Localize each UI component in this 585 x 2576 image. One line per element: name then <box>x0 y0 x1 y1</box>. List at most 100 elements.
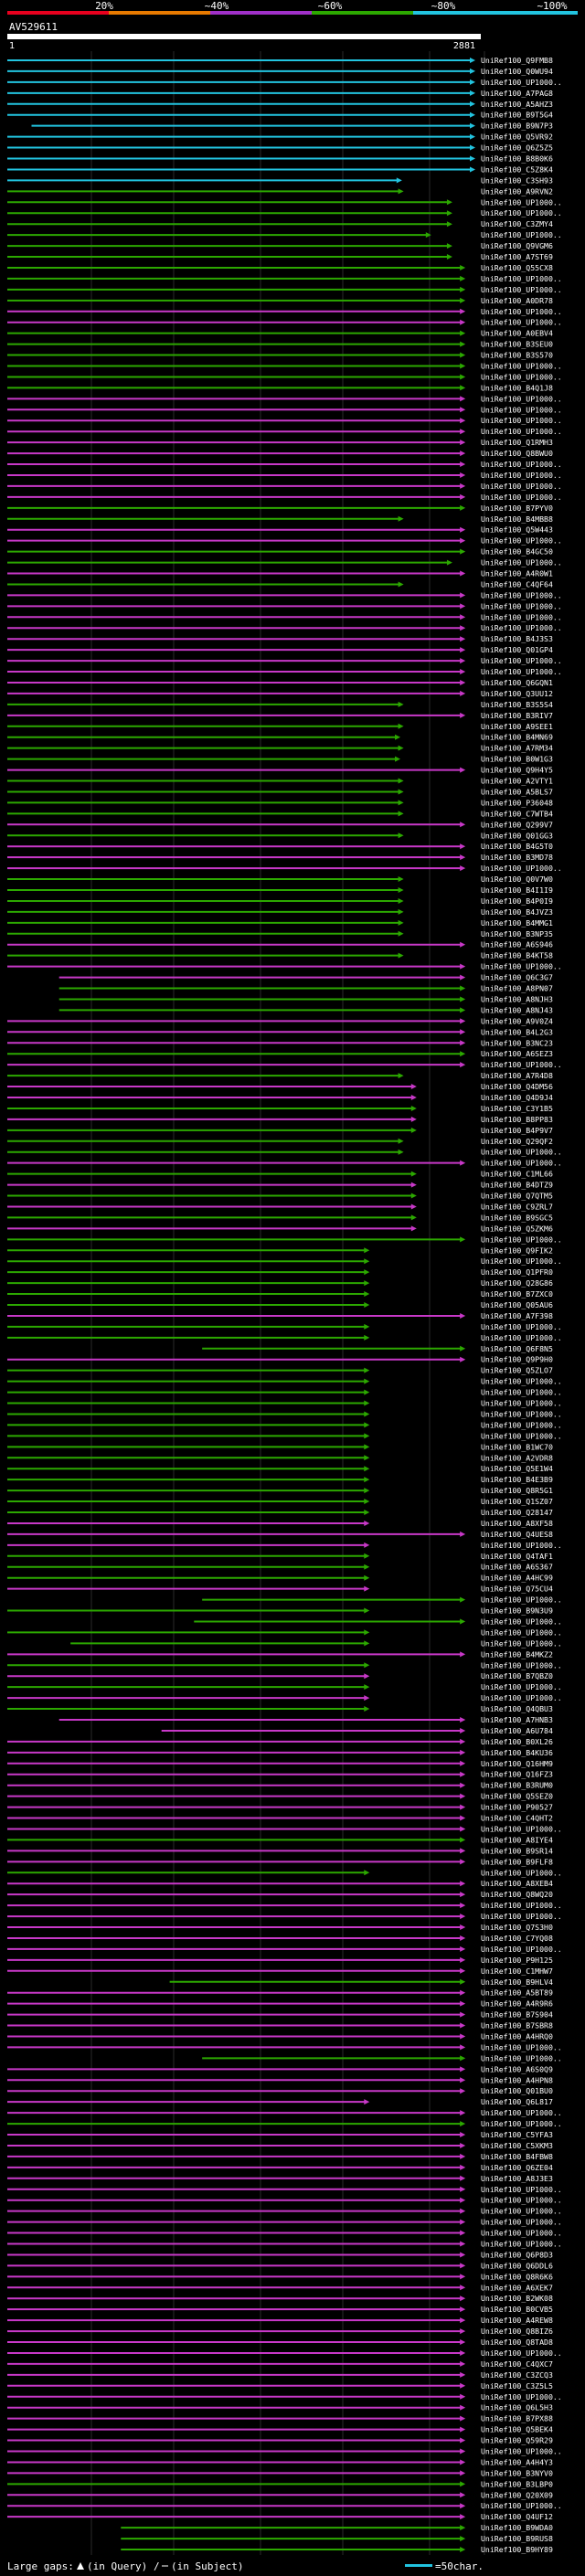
hit-label[interactable]: UniRef100_A7HNB3 <box>481 1715 553 1724</box>
hit-label[interactable]: UniRef100_Q6L817 <box>481 2097 553 2106</box>
hit-label[interactable]: UniRef100_UP1000.. <box>481 2207 562 2216</box>
hit-label[interactable]: UniRef100_UP1000.. <box>481 2196 562 2205</box>
hit-label[interactable]: UniRef100_UP1000.. <box>481 2108 562 2117</box>
hit-label[interactable]: UniRef100_A2VDR8 <box>481 1453 553 1462</box>
hit-label[interactable]: UniRef100_A9V0Z4 <box>481 1016 553 1025</box>
hit-label[interactable]: UniRef100_B4DTZ9 <box>481 1181 553 1190</box>
hit-label[interactable]: UniRef100_Q5E1W4 <box>481 1464 553 1473</box>
hit-label[interactable]: UniRef100_A8NJ43 <box>481 1005 553 1014</box>
hit-label[interactable]: UniRef100_Q299V7 <box>481 820 553 829</box>
hit-label[interactable]: UniRef100_A6SEZ3 <box>481 1049 553 1058</box>
hit-label[interactable]: UniRef100_Q0WU94 <box>481 67 553 76</box>
hit-label[interactable]: UniRef100_B3MD78 <box>481 853 553 862</box>
hit-label[interactable]: UniRef100_UP1000.. <box>481 2392 562 2401</box>
hit-label[interactable]: UniRef100_UP1000.. <box>481 612 562 621</box>
hit-label[interactable]: UniRef100_P90527 <box>481 1803 553 1812</box>
hit-label[interactable]: UniRef100_UP1000.. <box>481 536 562 546</box>
hit-label[interactable]: UniRef100_UP1000.. <box>481 1235 562 1244</box>
hit-label[interactable]: UniRef100_Q75CU4 <box>481 1585 553 1594</box>
hit-label[interactable]: UniRef100_UP1000.. <box>481 2229 562 2238</box>
hit-label[interactable]: UniRef100_UP1000.. <box>481 1824 562 1833</box>
hit-label[interactable]: UniRef100_Q6L5H3 <box>481 2403 553 2412</box>
hit-label[interactable]: UniRef100_C7WTB4 <box>481 809 553 818</box>
hit-label[interactable]: UniRef100_C3Y1B5 <box>481 1104 553 1113</box>
hit-label[interactable]: UniRef100_B9SR14 <box>481 1846 553 1855</box>
hit-label[interactable]: UniRef100_B4MBB8 <box>481 514 553 524</box>
hit-label[interactable]: UniRef100_B9FLF8 <box>481 1857 553 1866</box>
hit-label[interactable]: UniRef100_B8B0K6 <box>481 154 553 164</box>
hit-label[interactable]: UniRef100_P36048 <box>481 798 553 807</box>
hit-label[interactable]: UniRef100_B4JVZ3 <box>481 907 553 917</box>
hit-label[interactable]: UniRef100_Q6F8N5 <box>481 1344 553 1353</box>
hit-label[interactable]: UniRef100_B3NC23 <box>481 1038 553 1047</box>
hit-label[interactable]: UniRef100_UP1000.. <box>481 1617 562 1626</box>
hit-label[interactable]: UniRef100_B8PP83 <box>481 1115 553 1124</box>
hit-label[interactable]: UniRef100_Q4DM56 <box>481 1082 553 1091</box>
hit-label[interactable]: UniRef100_A8NJH3 <box>481 994 553 1003</box>
hit-label[interactable]: UniRef100_B3S570 <box>481 351 553 360</box>
hit-label[interactable]: UniRef100_Q9FIK2 <box>481 1246 553 1255</box>
hit-label[interactable]: UniRef100_Q05AU6 <box>481 1300 553 1309</box>
hit-label[interactable]: UniRef100_Q29QF2 <box>481 1137 553 1146</box>
hit-label[interactable]: UniRef100_P9H125 <box>481 1956 553 1965</box>
hit-label[interactable]: UniRef100_UP1000.. <box>481 493 562 502</box>
hit-label[interactable]: UniRef100_B4MN69 <box>481 733 553 742</box>
hit-label[interactable]: UniRef100_UP1000.. <box>481 601 562 610</box>
hit-label[interactable]: UniRef100_A0DR78 <box>481 296 553 305</box>
hit-label[interactable]: UniRef100_A0EBV4 <box>481 329 553 338</box>
hit-label[interactable]: UniRef100_Q1RMH3 <box>481 438 553 447</box>
hit-label[interactable]: UniRef100_A2VTY1 <box>481 777 553 786</box>
hit-label[interactable]: UniRef100_Q01GP4 <box>481 645 553 654</box>
hit-label[interactable]: UniRef100_UP1000.. <box>481 78 562 87</box>
hit-label[interactable]: UniRef100_UP1000.. <box>481 962 562 971</box>
hit-label[interactable]: UniRef100_B3RIV7 <box>481 711 553 720</box>
hit-label[interactable]: UniRef100_UP1000.. <box>481 2218 562 2227</box>
hit-label[interactable]: UniRef100_UP1000.. <box>481 2501 562 2510</box>
hit-label[interactable]: UniRef100_B4GC50 <box>481 547 553 557</box>
hit-label[interactable]: UniRef100_Q6C3G7 <box>481 973 553 982</box>
hit-label[interactable]: UniRef100_UP1000.. <box>481 1638 562 1648</box>
hit-label[interactable]: UniRef100_B7SBR8 <box>481 2021 553 2030</box>
hit-label[interactable]: UniRef100_C5Z8K4 <box>481 164 553 174</box>
hit-label[interactable]: UniRef100_A7PAG8 <box>481 89 553 98</box>
hit-label[interactable]: UniRef100_UP1000.. <box>481 2446 562 2455</box>
hit-label[interactable]: UniRef100_UP1000.. <box>481 2239 562 2248</box>
hit-label[interactable]: UniRef100_UP1000.. <box>481 656 562 665</box>
hit-label[interactable]: UniRef100_B9T5G4 <box>481 111 553 120</box>
hit-label[interactable]: UniRef100_UP1000.. <box>481 2042 562 2051</box>
hit-label[interactable]: UniRef100_Q0V7W0 <box>481 875 553 884</box>
hit-label[interactable]: UniRef100_UP1000.. <box>481 1409 562 1418</box>
hit-label[interactable]: UniRef100_A9SEE1 <box>481 722 553 731</box>
hit-label[interactable]: UniRef100_Q5W443 <box>481 525 553 535</box>
hit-label[interactable]: UniRef100_UP1000.. <box>481 427 562 436</box>
hit-label[interactable]: UniRef100_A8IYE4 <box>481 1835 553 1844</box>
hit-label[interactable]: UniRef100_B4J3S3 <box>481 634 553 643</box>
hit-label[interactable]: UniRef100_A4H4Y3 <box>481 2457 553 2466</box>
hit-label[interactable]: UniRef100_Q5ZLO7 <box>481 1366 553 1375</box>
hit-label[interactable]: UniRef100_B0XL26 <box>481 1737 553 1746</box>
hit-label[interactable]: UniRef100_Q4TAF1 <box>481 1552 553 1561</box>
hit-label[interactable]: UniRef100_A8XF58 <box>481 1519 553 1528</box>
hit-label[interactable]: UniRef100_Q9FMB8 <box>481 56 553 65</box>
hit-label[interactable]: UniRef100_UP1000.. <box>481 1912 562 1921</box>
hit-label[interactable]: UniRef100_UP1000.. <box>481 274 562 283</box>
hit-label[interactable]: UniRef100_A5BLS7 <box>481 787 553 796</box>
hit-label[interactable]: UniRef100_Q4UF12 <box>481 2512 553 2521</box>
hit-label[interactable]: UniRef100_UP1000.. <box>481 482 562 491</box>
hit-label[interactable]: UniRef100_B0W1G3 <box>481 755 553 764</box>
hit-label[interactable]: UniRef100_B7PX88 <box>481 2414 553 2423</box>
hit-label[interactable]: UniRef100_A6S367 <box>481 1563 553 1572</box>
hit-label[interactable]: UniRef100_A8PN07 <box>481 984 553 993</box>
hit-label[interactable]: UniRef100_UP1000.. <box>481 1431 562 1440</box>
hit-label[interactable]: UniRef100_A7RM34 <box>481 744 553 753</box>
hit-label[interactable]: UniRef100_Q1PFR0 <box>481 1267 553 1277</box>
hit-label[interactable]: UniRef100_C1MHW7 <box>481 1966 553 1976</box>
hit-label[interactable]: UniRef100_UP1000.. <box>481 1333 562 1342</box>
hit-label[interactable]: UniRef100_Q8BWU0 <box>481 449 553 458</box>
hit-label[interactable]: UniRef100_B3SEU0 <box>481 340 553 349</box>
hit-label[interactable]: UniRef100_Q4UES8 <box>481 1530 553 1539</box>
hit-label[interactable]: UniRef100_UP1000.. <box>481 623 562 632</box>
hit-label[interactable]: UniRef100_Q16HM9 <box>481 1759 553 1768</box>
hit-label[interactable]: UniRef100_Q5BEK4 <box>481 2425 553 2434</box>
hit-label[interactable]: UniRef100_A8J3E3 <box>481 2174 553 2183</box>
